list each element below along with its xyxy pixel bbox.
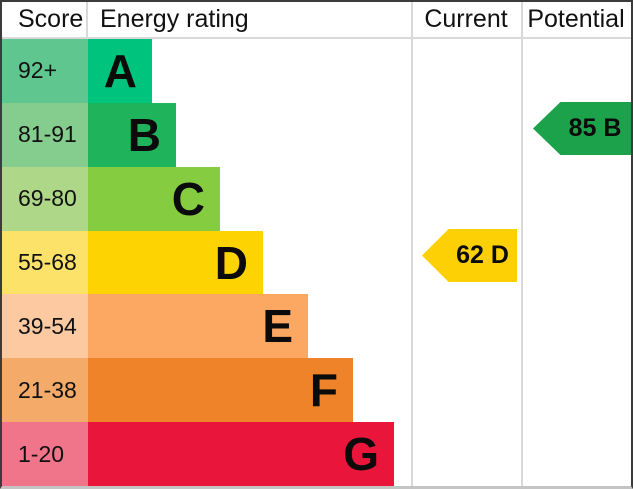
band-score-range: 55-68 bbox=[2, 230, 88, 295]
divider-current-column bbox=[411, 2, 413, 486]
band-score-range: 1-20 bbox=[2, 422, 88, 486]
band-bar-a: A bbox=[88, 39, 152, 103]
band-letter: F bbox=[309, 364, 338, 417]
band-row-e: 39-54 E bbox=[2, 294, 631, 359]
band-bar-d: D bbox=[88, 230, 263, 295]
current-rating-label: 62 D bbox=[456, 241, 509, 269]
band-score-range: 92+ bbox=[2, 39, 88, 103]
divider-potential-column bbox=[521, 2, 523, 486]
band-bar-g: G bbox=[88, 422, 394, 486]
band-score-range: 81-91 bbox=[2, 102, 88, 167]
band-bar-e: E bbox=[88, 294, 308, 359]
band-row-c: 69-80 C bbox=[2, 166, 631, 231]
band-row-g: 1-20 G bbox=[2, 422, 631, 486]
header-energy-rating: Energy rating bbox=[100, 5, 249, 33]
band-score-range: 21-38 bbox=[2, 358, 88, 423]
band-row-b: 81-91 B bbox=[2, 102, 631, 167]
bands-body: 92+ A 81-91 B 69-80 C 55-68 D 39-54 E 21… bbox=[2, 39, 631, 486]
header-current: Current bbox=[424, 5, 508, 33]
band-letter: B bbox=[127, 108, 161, 161]
band-row-f: 21-38 F bbox=[2, 358, 631, 423]
band-score-range: 69-80 bbox=[2, 166, 88, 231]
header-score: Score bbox=[2, 2, 88, 37]
potential-rating-label: 85 B bbox=[568, 114, 622, 142]
band-score-range: 39-54 bbox=[2, 294, 88, 359]
band-letter: C bbox=[171, 172, 205, 225]
band-letter: E bbox=[262, 300, 293, 353]
band-bar-b: B bbox=[88, 102, 176, 167]
band-bar-f: F bbox=[88, 358, 353, 423]
band-letter: A bbox=[103, 44, 137, 97]
header-potential: Potential bbox=[527, 5, 625, 33]
band-row-d: 55-68 D bbox=[2, 230, 631, 295]
band-letter: D bbox=[214, 236, 248, 289]
band-row-a: 92+ A bbox=[2, 39, 631, 103]
band-bar-c: C bbox=[88, 166, 220, 231]
band-letter: G bbox=[343, 428, 379, 481]
chart-header: Score Energy rating Current Potential bbox=[2, 2, 631, 39]
